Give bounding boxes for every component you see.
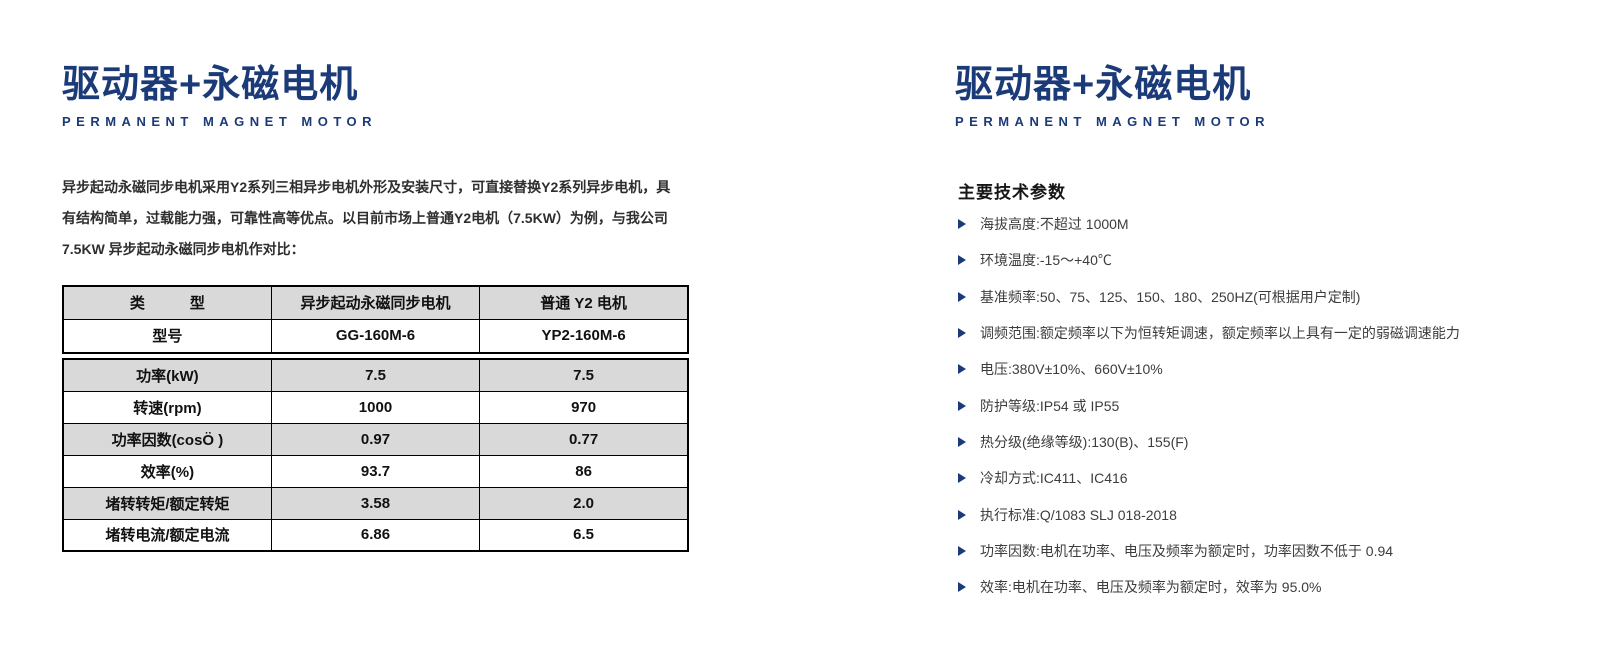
param-item: 功率因数:电机在功率、电压及频率为额定时，功率因数不低于 0.94 — [958, 533, 1460, 569]
bullet-triangle-icon — [958, 473, 966, 484]
right-title-block: 驱动器+永磁电机 PERMANENT MAGNET MOTOR — [955, 64, 1271, 129]
left-title-block: 驱动器+永磁电机 PERMANENT MAGNET MOTOR — [62, 64, 378, 129]
page-title: 驱动器+永磁电机 — [62, 64, 359, 106]
bullet-triangle-icon — [958, 509, 966, 520]
param-text: 效率:电机在功率、电压及频率为额定时，效率为 95.0% — [980, 579, 1322, 596]
param-item: 冷却方式:IC411、IC416 — [958, 460, 1460, 496]
bullet-triangle-icon — [958, 255, 966, 266]
table-row: 功率因数(cosÖ ) 0.97 0.77 — [62, 422, 689, 456]
bullet-triangle-icon — [958, 219, 966, 230]
row-label: 转速(rpm) — [62, 390, 272, 424]
page-subtitle: PERMANENT MAGNET MOTOR — [955, 113, 1271, 129]
param-text: 海拔高度:不超过 1000M — [980, 216, 1129, 233]
comparison-table-header-section: 类 型 异步起动永磁同步电机 普通 Y2 电机 型号 GG-160M-6 YP2… — [62, 285, 689, 354]
table-header-cell: 异步起动永磁同步电机 — [270, 285, 481, 320]
param-text: 环境温度:-15～+40℃ — [980, 252, 1112, 269]
cell-y2-motor: 7.5 — [479, 358, 689, 392]
param-item: 防护等级:IP54 或 IP55 — [958, 387, 1460, 423]
bullet-triangle-icon — [958, 436, 966, 447]
param-item: 效率:电机在功率、电压及频率为额定时，效率为 95.0% — [958, 569, 1460, 605]
bullet-triangle-icon — [958, 291, 966, 302]
cell-y2-motor: 2.0 — [479, 486, 689, 520]
row-label: 型号 — [62, 318, 272, 354]
cell-y2-motor: YP2-160M-6 — [479, 318, 689, 354]
table-row: 效率(%) 93.7 86 — [62, 454, 689, 488]
row-label: 堵转电流/额定电流 — [62, 518, 272, 552]
intro-line: 异步起动永磁同步电机采用Y2系列三相异步电机外形及安装尺寸，可直接替换Y2系列异… — [62, 179, 671, 195]
intro-line: 7.5KW 异步起动永磁同步电机作对比： — [62, 241, 305, 257]
table-header-row: 类 型 异步起动永磁同步电机 普通 Y2 电机 — [62, 285, 689, 320]
bullet-triangle-icon — [958, 545, 966, 556]
param-text: 调频范围:额定频率以下为恒转矩调速，额定频率以上具有一定的弱磁调速能力 — [980, 325, 1460, 342]
params-heading: 主要技术参数 — [958, 183, 1066, 202]
table-row: 堵转转矩/额定转矩 3.58 2.0 — [62, 486, 689, 520]
intro-line: 有结构简单，过载能力强，可靠性高等优点。以目前市场上普通Y2电机（7.5KW）为… — [62, 210, 668, 226]
param-item: 调频范围:额定频率以下为恒转矩调速，额定频率以上具有一定的弱磁调速能力 — [958, 315, 1460, 351]
cell-y2-motor: 86 — [479, 454, 689, 488]
param-text: 冷却方式:IC411、IC416 — [980, 470, 1128, 487]
page-subtitle: PERMANENT MAGNET MOTOR — [62, 113, 378, 129]
row-label: 堵转转矩/额定转矩 — [62, 486, 272, 520]
param-item: 执行标准:Q/1083 SLJ 018-2018 — [958, 496, 1460, 532]
param-item: 热分级(绝缘等级):130(B)、155(F) — [958, 424, 1460, 460]
param-text: 防护等级:IP54 或 IP55 — [980, 397, 1120, 414]
cell-pm-motor: 93.7 — [270, 454, 481, 488]
cell-pm-motor: 3.58 — [270, 486, 481, 520]
cell-y2-motor: 6.5 — [479, 518, 689, 552]
row-label: 功率因数(cosÖ ) — [62, 422, 272, 456]
param-text: 基准频率:50、75、125、150、180、250HZ(可根据用户定制) — [980, 288, 1361, 305]
table-row: 转速(rpm) 1000 970 — [62, 390, 689, 424]
comparison-table-data-section: 功率(kW) 7.5 7.5 转速(rpm) 1000 970 功率因数(cos… — [62, 358, 689, 552]
cell-y2-motor: 0.77 — [479, 422, 689, 456]
bullet-triangle-icon — [958, 328, 966, 339]
param-item: 环境温度:-15～+40℃ — [958, 242, 1460, 278]
cell-pm-motor: 7.5 — [270, 358, 481, 392]
param-item: 基准频率:50、75、125、150、180、250HZ(可根据用户定制) — [958, 279, 1460, 315]
bullet-triangle-icon — [958, 364, 966, 375]
table-row: 功率(kW) 7.5 7.5 — [62, 358, 689, 392]
table-header-cell: 普通 Y2 电机 — [479, 285, 689, 320]
cell-pm-motor: 0.97 — [270, 422, 481, 456]
comparison-table: 类 型 异步起动永磁同步电机 普通 Y2 电机 型号 GG-160M-6 YP2… — [62, 285, 689, 552]
row-label: 效率(%) — [62, 454, 272, 488]
param-item: 海拔高度:不超过 1000M — [958, 206, 1460, 242]
table-row: 型号 GG-160M-6 YP2-160M-6 — [62, 318, 689, 354]
cell-pm-motor: GG-160M-6 — [270, 318, 481, 354]
param-text: 执行标准:Q/1083 SLJ 018-2018 — [980, 506, 1177, 523]
table-row: 堵转电流/额定电流 6.86 6.5 — [62, 518, 689, 552]
table-header-cell: 类 型 — [62, 285, 272, 320]
param-text: 热分级(绝缘等级):130(B)、155(F) — [980, 433, 1189, 450]
bullet-triangle-icon — [958, 582, 966, 593]
intro-paragraph: 异步起动永磁同步电机采用Y2系列三相异步电机外形及安装尺寸，可直接替换Y2系列异… — [62, 172, 671, 265]
row-label: 功率(kW) — [62, 358, 272, 392]
param-text: 电压:380V±10%、660V±10% — [980, 361, 1163, 378]
cell-pm-motor: 1000 — [270, 390, 481, 424]
page-title: 驱动器+永磁电机 — [955, 64, 1252, 106]
param-item: 电压:380V±10%、660V±10% — [958, 351, 1460, 387]
bullet-triangle-icon — [958, 400, 966, 411]
cell-y2-motor: 970 — [479, 390, 689, 424]
cell-pm-motor: 6.86 — [270, 518, 481, 552]
param-list: 海拔高度:不超过 1000M 环境温度:-15～+40℃ 基准频率:50、75、… — [958, 206, 1460, 605]
param-text: 功率因数:电机在功率、电压及频率为额定时，功率因数不低于 0.94 — [980, 542, 1394, 559]
